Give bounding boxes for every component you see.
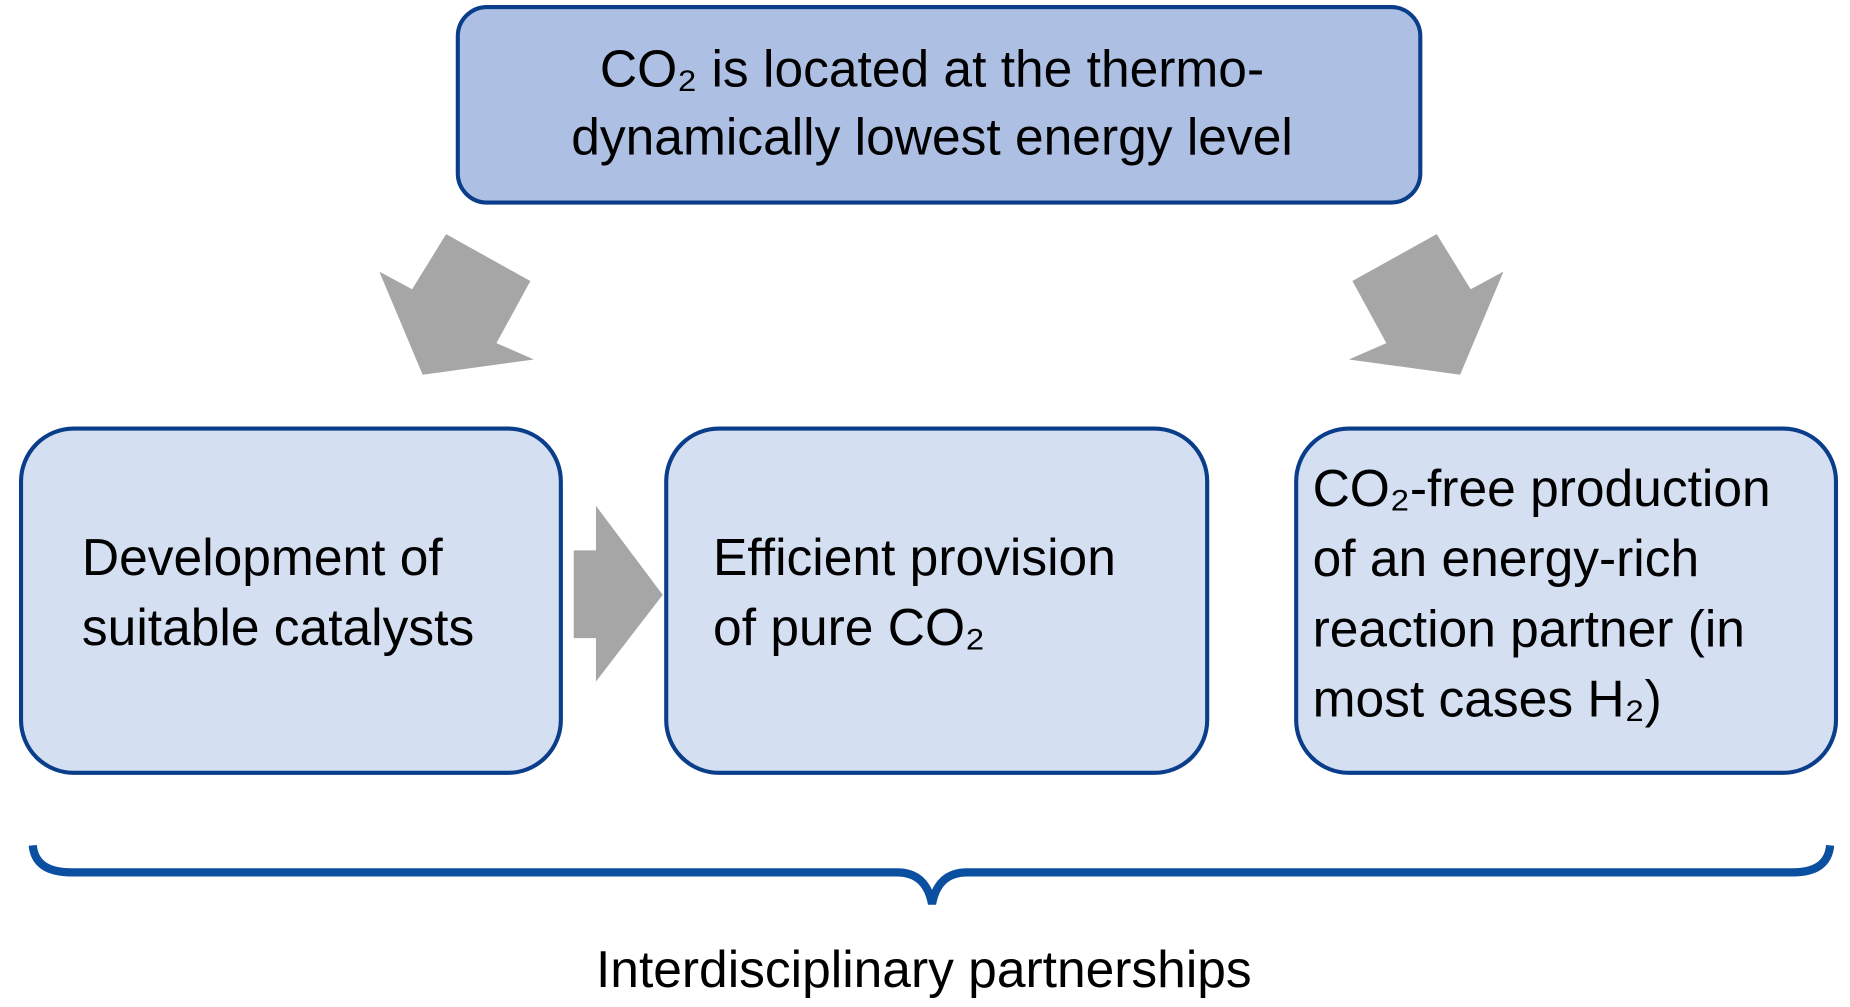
arrow-left bbox=[379, 234, 534, 375]
box-text: of pure CO₂ bbox=[713, 598, 985, 656]
box bbox=[1294, 426, 1839, 775]
box-text: Development of bbox=[82, 528, 443, 586]
top-text: CO₂ is located at the thermo- bbox=[600, 40, 1264, 98]
top-box bbox=[455, 4, 1423, 205]
box bbox=[664, 426, 1210, 775]
box-text: of an energy-rich bbox=[1313, 529, 1700, 587]
footer-text: Interdisciplinary partnerships bbox=[596, 940, 1252, 998]
arrow-middle bbox=[573, 505, 663, 682]
box-text: most cases H₂) bbox=[1313, 670, 1662, 728]
top-text: dynamically lowest energy level bbox=[571, 108, 1293, 166]
box bbox=[18, 426, 563, 775]
arrow-right bbox=[1348, 234, 1504, 375]
box-text: CO₂-free production bbox=[1313, 459, 1771, 517]
box-text: Efficient provision bbox=[713, 528, 1116, 586]
brace bbox=[28, 844, 1835, 905]
box-text: suitable catalysts bbox=[82, 598, 474, 656]
box-text: reaction partner (in bbox=[1313, 599, 1745, 657]
